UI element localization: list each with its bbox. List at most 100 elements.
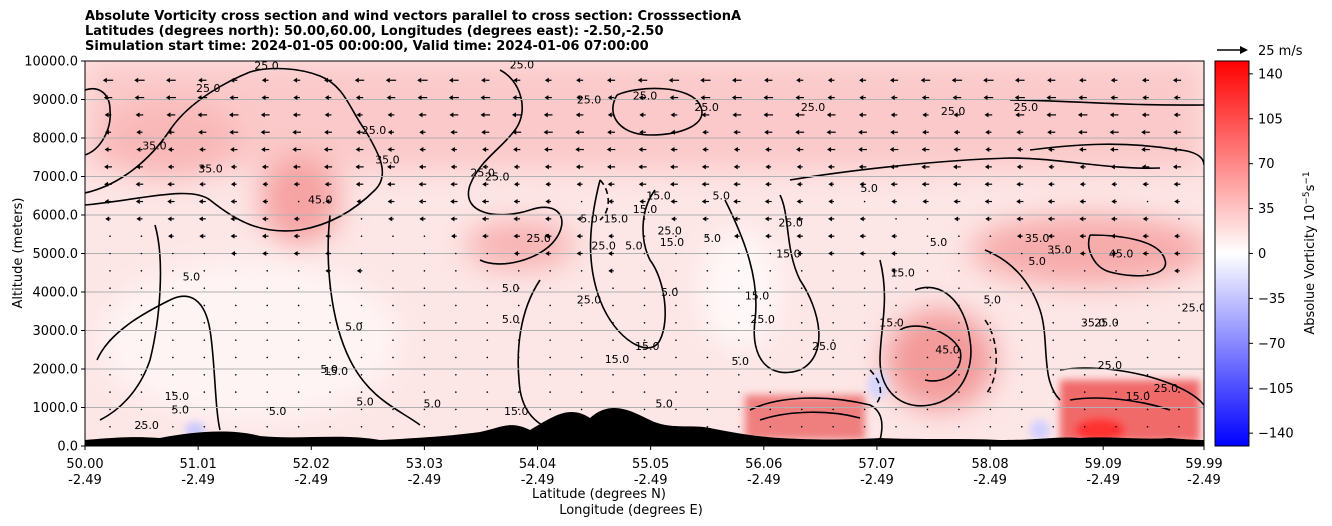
wind-vector-head	[1079, 181, 1084, 187]
wind-vector-head	[136, 129, 141, 135]
wind-vector-head	[1015, 77, 1020, 83]
wind-vector-head	[954, 216, 959, 222]
wind-vector-head	[764, 77, 769, 83]
wind-vector	[172, 287, 174, 289]
contour-label: 25.0	[801, 101, 826, 114]
wind-vector	[517, 304, 520, 307]
contour-label: 25.0	[591, 240, 616, 253]
wind-vector	[1020, 287, 1023, 289]
x-tick-label-lat: 59.99	[1185, 457, 1222, 472]
wind-vector	[360, 235, 363, 237]
wind-vector	[203, 270, 206, 272]
wind-vector	[989, 356, 992, 359]
wind-vector-head	[417, 77, 422, 83]
wind-vector	[580, 408, 583, 411]
contour-label: 25.0	[510, 59, 535, 72]
wind-vector	[926, 304, 929, 307]
wind-vector	[234, 356, 237, 359]
wind-vector	[895, 356, 897, 359]
wind-vector-head	[891, 233, 896, 239]
contour-label: 15.0	[1126, 390, 1151, 403]
wind-vector	[926, 356, 929, 359]
contour-label: 25.0	[485, 170, 510, 183]
wind-vector-head	[1142, 181, 1147, 187]
wind-vector	[958, 408, 960, 411]
wind-vector	[926, 408, 929, 411]
wind-vector	[675, 235, 677, 237]
wind-vector-head	[764, 216, 769, 222]
wind-vector	[423, 252, 426, 255]
y-tick-label: 2000.0	[33, 363, 79, 378]
wind-vector-head	[733, 181, 738, 187]
wind-vector-head	[199, 233, 204, 239]
contour-label: 15.0	[604, 213, 629, 226]
contour-label: 5.0	[171, 403, 189, 416]
wind-vector-head	[1048, 181, 1053, 187]
wind-vector	[1115, 322, 1117, 324]
wind-vector-head	[889, 77, 894, 83]
wind-vector	[926, 322, 929, 324]
wind-vector-head	[921, 181, 926, 187]
wind-vector-head	[953, 129, 958, 135]
wind-vector-head	[323, 147, 328, 153]
wind-vector-head	[796, 199, 801, 205]
contour-label: 25.0	[1182, 301, 1207, 314]
wind-vector	[643, 425, 646, 428]
wind-vector	[675, 287, 677, 289]
wind-vector-head	[167, 164, 172, 170]
wind-vector	[423, 235, 426, 237]
wind-vector	[738, 373, 740, 376]
wind-vector	[675, 252, 677, 255]
wind-vector-head	[103, 95, 108, 101]
contour-label: 5.0	[712, 190, 730, 203]
wind-vector	[895, 304, 897, 307]
wind-vector	[926, 252, 929, 255]
wind-vector-head	[1173, 95, 1178, 101]
wind-vector-head	[859, 181, 864, 187]
wind-vector-head	[105, 216, 110, 222]
wind-vector	[266, 287, 269, 289]
wind-vector-head	[796, 216, 801, 222]
wind-vector	[109, 356, 111, 359]
wind-vector	[203, 304, 206, 307]
wind-vector-head	[512, 112, 517, 118]
wind-vector	[329, 322, 331, 324]
contour-label: 25.0	[812, 340, 837, 353]
wind-vector	[486, 322, 489, 324]
wind-vector	[612, 356, 614, 359]
wind-vector	[1115, 356, 1117, 359]
wind-vector	[958, 304, 960, 307]
contour-label: 25.0	[778, 217, 803, 230]
wind-vector	[517, 373, 520, 376]
wind-vector	[958, 235, 960, 237]
wind-vector	[1020, 425, 1023, 428]
wind-vector-head	[293, 233, 298, 239]
wind-vector-head	[576, 77, 581, 83]
wind-vector	[392, 425, 394, 428]
wind-vector	[549, 339, 551, 341]
wind-vector	[392, 252, 394, 255]
wind-vector-head	[167, 129, 172, 135]
wind-vector-head	[1142, 216, 1147, 222]
wind-vector	[1083, 373, 1086, 376]
wind-vector	[140, 373, 143, 376]
wind-vector-head	[953, 147, 958, 153]
wind-vector	[958, 373, 960, 376]
wind-vector	[329, 408, 331, 411]
wind-vector	[517, 270, 520, 272]
wind-vector	[1052, 373, 1055, 376]
wind-vector	[580, 425, 583, 428]
wind-vector-head	[733, 129, 738, 135]
wind-vector	[989, 322, 992, 324]
wind-vector	[926, 373, 929, 376]
wind-vector	[675, 304, 677, 307]
wind-vector-head	[637, 77, 642, 83]
contour-label: 5.0	[183, 270, 201, 283]
wind-vector	[486, 339, 489, 341]
wind-vector	[895, 287, 897, 289]
wind-vector	[360, 304, 363, 307]
wind-vector	[455, 373, 457, 376]
x-axis-label-latitude: Latitude (degrees N)	[532, 487, 666, 502]
wind-vector	[423, 356, 426, 359]
wind-vector-head	[418, 164, 423, 170]
